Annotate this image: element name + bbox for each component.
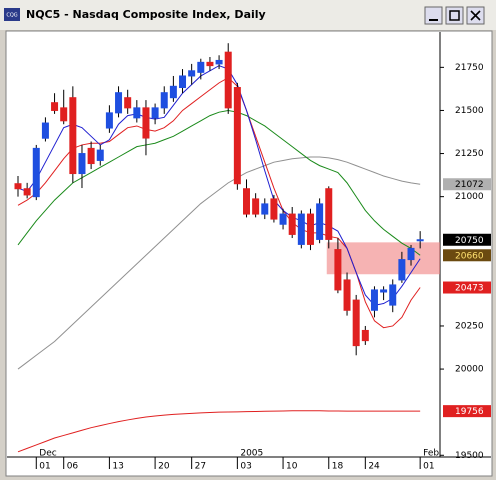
candle-body	[179, 75, 187, 89]
candle-body	[142, 107, 150, 139]
candle-body	[169, 85, 177, 99]
x-tick-label: 10	[286, 462, 298, 472]
x-tick-label: 03	[240, 462, 251, 472]
candle-body	[133, 107, 141, 119]
minimize-button[interactable]	[424, 6, 443, 25]
x-tick-label: 20	[158, 462, 170, 472]
candle-body	[41, 122, 49, 139]
price-marker-label: 20473	[455, 284, 484, 294]
candle-body	[252, 198, 260, 215]
candle-body	[316, 203, 324, 240]
candle-body	[343, 279, 351, 311]
y-tick-label: 21250	[455, 149, 484, 159]
candle-body	[306, 213, 314, 245]
x-tick-label: 27	[195, 462, 206, 472]
candle-body	[151, 107, 159, 119]
x-tick-label: 13	[112, 462, 123, 472]
candle-body	[325, 188, 333, 240]
candle-body	[288, 213, 296, 235]
candle-body	[380, 289, 388, 293]
price-marker	[443, 178, 491, 191]
chart-title: NQC5 - Nasdaq Composite Index, Daily	[26, 8, 266, 21]
candle-body	[160, 92, 168, 109]
candle-body	[243, 188, 250, 215]
candle-body	[23, 188, 31, 196]
x-tick-label: 01	[423, 462, 434, 472]
x-tick-label: 01	[39, 462, 50, 472]
candle-body	[32, 147, 40, 198]
candle-body	[14, 183, 22, 190]
candle-body	[270, 198, 278, 220]
price-marker-label: 20750	[455, 236, 484, 246]
candle-body	[60, 107, 68, 122]
price-marker	[443, 405, 491, 418]
period-label: 2005	[240, 449, 263, 459]
x-tick-label: 24	[368, 462, 380, 472]
y-tick-label: 19500	[455, 451, 484, 461]
candle-body	[197, 61, 205, 73]
candle-body	[51, 102, 59, 111]
candle-body	[215, 59, 223, 65]
candle-body	[261, 203, 269, 215]
price-marker-label: 21072	[455, 180, 484, 190]
y-tick-label: 20000	[455, 365, 484, 375]
period-label: Feb	[423, 449, 439, 459]
moving-average-line	[17, 410, 421, 453]
candle-body	[389, 284, 397, 306]
candle-body	[352, 299, 360, 347]
candle-body	[105, 112, 113, 129]
title-bar	[0, 0, 496, 30]
price-marker	[443, 249, 491, 262]
moving-average-line	[17, 109, 421, 256]
candle-body	[206, 61, 214, 67]
candle-body	[124, 97, 132, 109]
price-marker-label: 20660	[455, 251, 484, 261]
app-icon	[4, 8, 20, 21]
candle-body	[69, 97, 77, 175]
candle-body	[78, 153, 86, 175]
candle-body	[416, 239, 424, 242]
x-tick-label: 18	[332, 462, 344, 472]
y-tick-label: 20250	[455, 321, 484, 331]
maximize-button[interactable]	[445, 6, 464, 25]
close-button[interactable]	[466, 6, 485, 25]
candle-body	[361, 329, 369, 342]
candle-body	[115, 92, 123, 114]
x-tick-label: 06	[67, 462, 79, 472]
price-marker-label: 19756	[455, 407, 484, 417]
candle-body	[370, 289, 378, 311]
candle-body	[188, 70, 196, 77]
candle-body	[407, 247, 415, 261]
candle-body	[87, 147, 95, 165]
candle-body	[233, 87, 241, 185]
candle-body	[398, 259, 406, 281]
moving-average-line	[17, 156, 421, 370]
y-tick-label: 21750	[455, 63, 484, 73]
price-marker	[443, 233, 491, 246]
app-icon-label: CQG	[6, 13, 17, 19]
candle-body	[224, 51, 232, 109]
y-tick-label: 21500	[455, 106, 484, 116]
y-tick-label: 21000	[455, 192, 484, 202]
candle-body	[334, 249, 342, 291]
candle-body	[297, 213, 305, 245]
highlight-zone	[326, 242, 440, 275]
candle-body	[279, 213, 287, 225]
period-label: Dec	[39, 449, 56, 459]
price-marker	[443, 281, 491, 294]
candle-body	[96, 149, 104, 161]
